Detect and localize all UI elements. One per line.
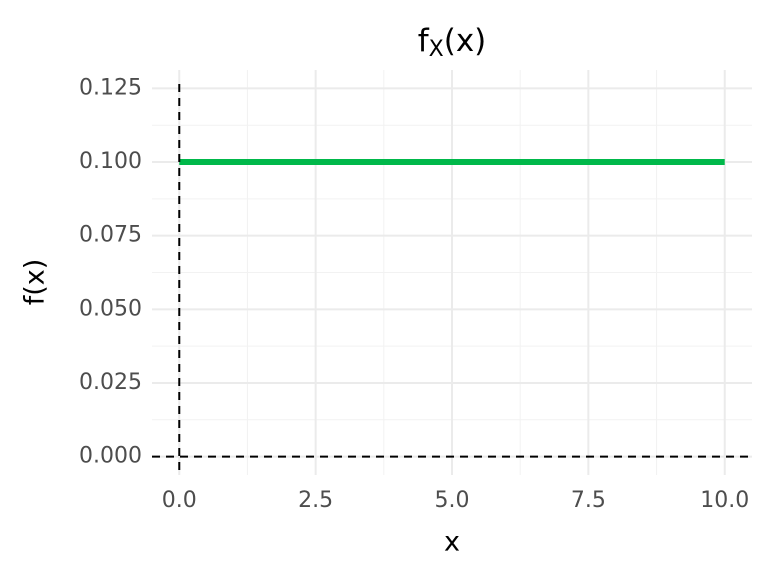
x-tick-label: 10.0 [700,488,749,513]
title-subscript: X [429,37,444,62]
x-tick-label: 5.0 [435,488,470,513]
chart-title: fX(x) [418,23,487,63]
x-tick-label: 0.0 [162,488,197,513]
x-tick-label: 7.5 [571,488,606,513]
x-axis-label: x [444,527,460,558]
title-base: f [418,23,430,59]
y-tick-label: 0.100 [79,149,142,174]
y-tick-label: 0.075 [79,223,142,248]
y-tick-label: 0.000 [79,444,142,469]
y-axis-label: f(x) [20,259,51,306]
x-tick-label: 2.5 [298,488,333,513]
y-tick-label: 0.125 [79,75,142,100]
title-rest: (x) [444,23,487,59]
y-tick-label: 0.025 [79,370,142,395]
y-tick-label: 0.050 [79,296,142,321]
